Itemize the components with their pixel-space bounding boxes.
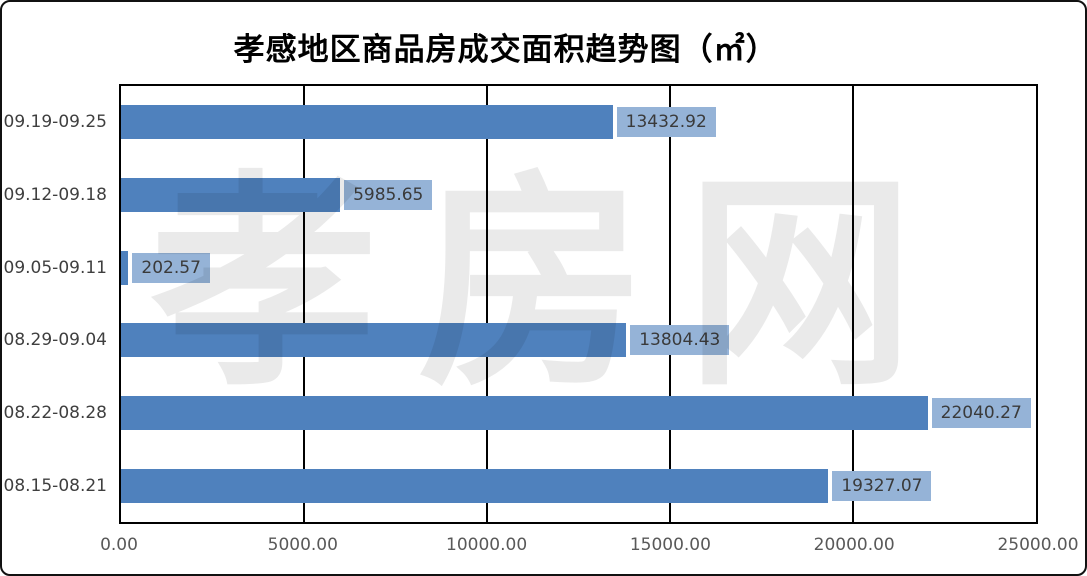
gridline [303,86,305,522]
x-tick-label: 20000.00 [813,535,895,555]
value-label: 22040.27 [931,398,1031,429]
value-label: 5985.65 [344,180,433,210]
category-label: 09.19-09.25 [3,112,107,133]
bar-rows: 09.19-09.25 13432.92 09.12-09.18 5985.65 09.… [4,86,1036,522]
category-label: 09.05-09.11 [3,257,107,278]
bar [121,105,613,140]
value-label: 19327.07 [832,470,932,501]
value-label: 202.57 [132,252,210,283]
gridline [669,86,671,522]
category-label: 08.22-08.28 [3,403,107,424]
x-tick-label: 10000.00 [446,535,528,555]
bar [121,178,341,212]
gridline [486,86,488,522]
bar-row: 08.22-08.28 22040.27 [4,377,1036,450]
bar [121,250,129,285]
bar-row: 09.12-09.18 5985.65 [4,159,1036,232]
x-axis: 0.00 5000.00 10000.00 15000.00 20000.00 25000… [100,535,1078,559]
category-label: 08.29-09.04 [3,330,107,351]
value-label: 13432.92 [616,107,716,138]
value-label: 13804.43 [630,325,730,356]
bar-row: 09.05-09.11 202.57 [4,231,1036,304]
bar-row: 08.29-09.04 13804.43 [4,304,1036,377]
bar [121,323,627,358]
bar-row: 09.19-09.25 13432.92 [4,86,1036,159]
x-tick-label: 25000.00 [997,535,1079,555]
x-tick-label: 15000.00 [629,535,711,555]
category-label: 09.12-09.18 [3,185,107,205]
bar [121,468,829,503]
plot-area: 09.19-09.25 13432.92 09.12-09.18 5985.65 09.… [4,84,1038,524]
x-tick-label: 0.00 [100,535,138,555]
bar-row: 08.15-08.21 19327.07 [4,449,1036,522]
category-label: 08.15-08.21 [3,475,107,496]
x-tick-label: 5000.00 [267,535,338,555]
chart-title: 孝感地区商品房成交面积趋势图（㎡） [233,32,778,67]
gridline [852,86,854,522]
bar [121,396,928,431]
